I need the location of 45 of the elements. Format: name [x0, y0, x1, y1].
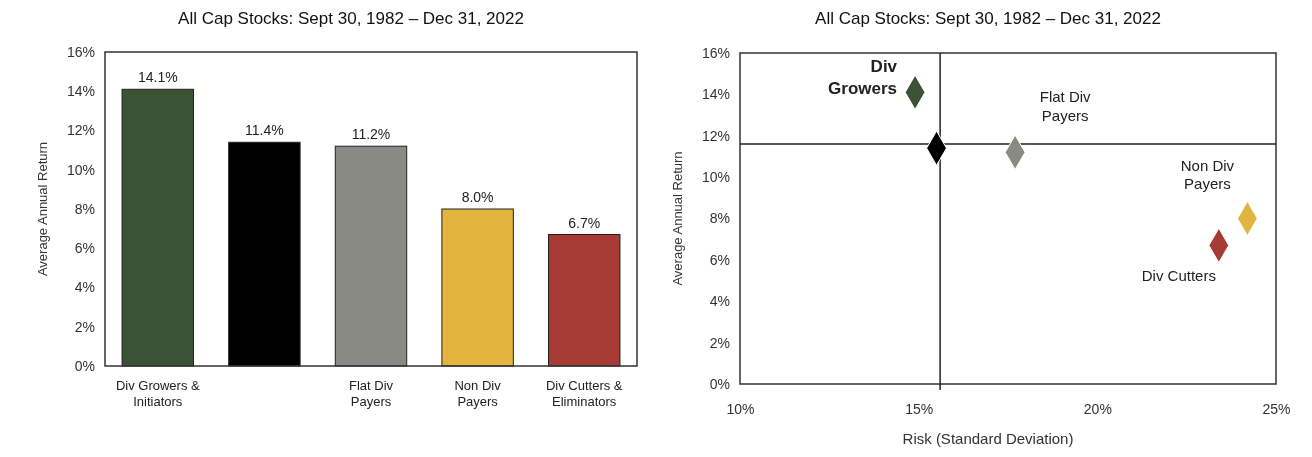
y-tick-label: 14%	[66, 83, 95, 100]
x-tick-label: Div Cutters & Eliminators	[545, 378, 623, 410]
bar	[441, 208, 514, 367]
x-tick-label: Non Div Payers	[454, 378, 502, 410]
y-tick-label: 8%	[74, 200, 95, 217]
y-tick-label: 12%	[701, 127, 730, 144]
x-axis-title: Risk (Standard Deviation)	[902, 430, 1074, 447]
data-label: 14.1%	[137, 69, 178, 86]
series-label: Flat Div Payers	[1039, 88, 1092, 125]
y-tick-label: 6%	[709, 251, 730, 268]
data-label: 11.4%	[245, 122, 284, 139]
bar	[548, 234, 621, 367]
y-tick-label: 16%	[66, 43, 95, 60]
bar	[334, 145, 408, 367]
series-label: Div Growers	[828, 57, 898, 98]
y-tick-label: 0%	[709, 375, 730, 392]
y-tick-label: 10%	[701, 169, 730, 186]
chart-title: All Cap Stocks: Sept 30, 1982 – Dec 31, 2022	[815, 9, 1161, 28]
y-tick-label: 2%	[74, 318, 95, 335]
y-tick-label: 16%	[701, 44, 730, 61]
series-label: Div Cutters	[1141, 267, 1216, 285]
y-tick-label: 4%	[709, 293, 730, 310]
data-label: 11.2%	[351, 126, 391, 143]
series-label: Non Div Payers	[1180, 156, 1235, 193]
chart-title: All Cap Stocks: Sept 30, 1982 – Dec 31, 2022	[178, 9, 524, 28]
y-tick-label: 2%	[709, 334, 730, 351]
bar	[228, 141, 301, 367]
y-tick-label: 10%	[66, 161, 95, 178]
x-tick-label: Flat Div Payers	[348, 378, 394, 410]
x-tick-label: 25%	[1262, 400, 1291, 417]
data-label: 8.0%	[461, 189, 494, 205]
y-tick-label: 6%	[74, 240, 95, 257]
y-tick-label: 0%	[74, 357, 95, 374]
x-tick-label: Div Growers & Initiators	[115, 378, 200, 410]
y-axis-title: Average Annual Return	[35, 141, 50, 277]
x-tick-label: 20%	[1083, 400, 1112, 417]
y-tick-label: 8%	[709, 210, 730, 227]
x-tick-label: 10%	[726, 400, 755, 417]
y-tick-label: 14%	[701, 86, 730, 103]
y-tick-label: 4%	[74, 279, 95, 296]
data-label: 6.7%	[568, 214, 601, 231]
y-tick-label: 12%	[66, 122, 95, 139]
bar	[121, 88, 194, 367]
x-tick-label: 15%	[905, 400, 934, 417]
y-axis-title: Average Annual Return	[670, 151, 685, 286]
